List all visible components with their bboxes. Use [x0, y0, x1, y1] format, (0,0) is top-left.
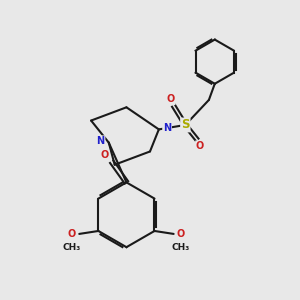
Text: O: O [167, 94, 175, 104]
Text: N: N [163, 123, 171, 133]
Text: O: O [68, 229, 76, 239]
Text: O: O [177, 229, 185, 239]
Text: O: O [100, 150, 109, 160]
Text: S: S [181, 118, 190, 131]
Text: CH₃: CH₃ [172, 243, 190, 252]
Text: N: N [97, 136, 105, 146]
Text: CH₃: CH₃ [63, 243, 81, 252]
Text: O: O [196, 141, 204, 151]
